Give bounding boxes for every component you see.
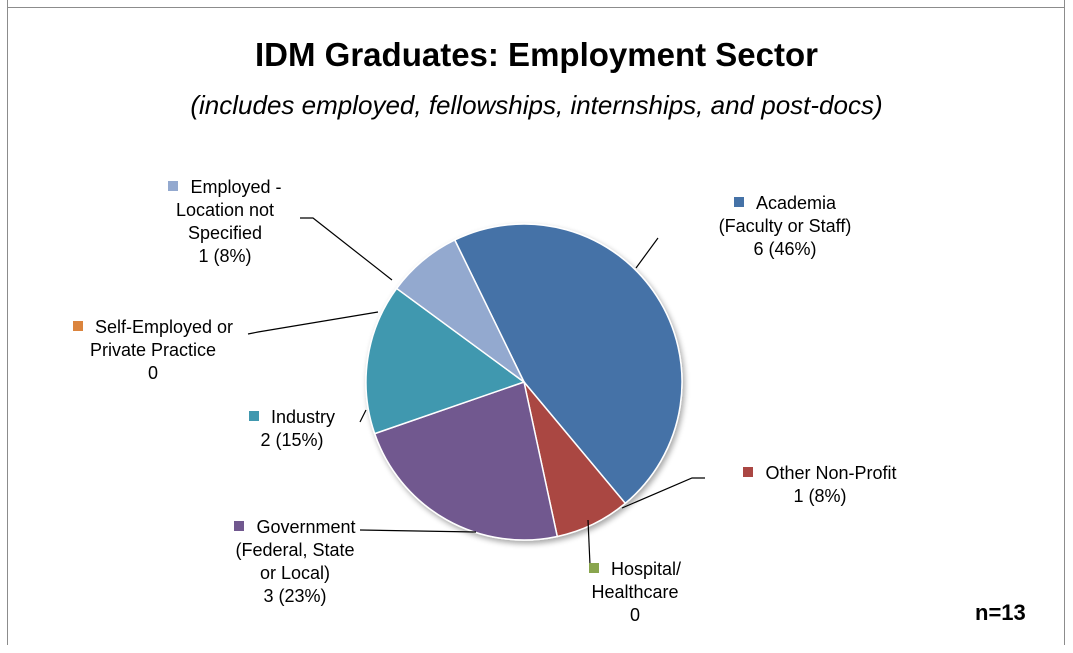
chart-frame-top: [7, 7, 1065, 8]
slice-label-line: Employed -: [130, 176, 320, 199]
slice-label-line: Other Non-Profit: [720, 462, 920, 485]
slice-label-line: (Faculty or Staff): [718, 216, 852, 236]
pie-slice-employed-unspecified: [395, 238, 525, 383]
leader-line-government: [359, 529, 477, 533]
pie-slice-government: [373, 381, 559, 541]
slice-label-line: 2 (15%): [260, 430, 324, 450]
slice-label-employed-unspecified: Employed - Location not Specified 1 (8%): [130, 176, 320, 268]
slice-label-line: Hospital/: [560, 558, 710, 581]
legend-swatch-other-nonprofit: [743, 467, 754, 477]
slice-label-line: Location not: [175, 200, 275, 220]
slice-label-self-employed: Self-Employed or Private Practice 0: [28, 316, 278, 385]
slice-label-line: 6 (46%): [753, 239, 817, 259]
slice-label-line: Healthcare: [591, 582, 679, 602]
leader-line-academia: [635, 237, 659, 269]
slice-label-line: 1 (8%): [793, 486, 847, 506]
pie-slice-industry: [365, 287, 526, 435]
slice-label-line: Specified: [187, 223, 263, 243]
slice-label-line: Self-Employed or: [28, 316, 278, 339]
leader-line-self-employed: [247, 311, 379, 335]
slice-label-academia: Academia (Faculty or Staff) 6 (46%): [690, 192, 880, 261]
slice-label-line: Private Practice: [89, 340, 217, 360]
legend-swatch-government: [234, 521, 245, 531]
slice-label-line: Government: [195, 516, 395, 539]
legend-swatch-hospital: [588, 563, 599, 573]
chart-frame: [7, 0, 1065, 645]
slice-label-line: (Federal, State: [235, 540, 355, 560]
slice-label-line: Academia: [690, 192, 880, 215]
leader-line-hospital: [587, 519, 591, 566]
slice-label-other-nonprofit: Other Non-Profit 1 (8%): [720, 462, 920, 508]
slice-label-line: 1 (8%): [198, 246, 252, 266]
slice-label-line: Industry: [222, 406, 362, 429]
leader-line-industry: [359, 409, 367, 423]
slice-label-hospital: Hospital/Healthcare 0: [560, 558, 710, 627]
legend-swatch-industry: [248, 411, 259, 421]
slice-label-line: or Local): [259, 563, 331, 583]
chart-title: IDM Graduates: Employment Sector: [255, 36, 818, 73]
slice-label-line: 0: [629, 605, 640, 625]
legend-swatch-employed-unspecified: [168, 181, 179, 191]
chart-subtitle: (includes employed, fellowships, interns…: [190, 90, 883, 120]
slice-label-government: Government (Federal, State or Local) 3 (23%…: [195, 516, 395, 608]
leader-line-other-nonprofit: [621, 477, 705, 509]
slice-label-industry: Industry 2 (15%): [222, 406, 362, 452]
leader-line-employed-unspecified: [300, 217, 393, 281]
pie-slice-academia: [453, 223, 683, 505]
slice-label-line: 0: [147, 363, 158, 383]
slice-label-line: 3 (23%): [263, 586, 327, 606]
sample-size-label: n=13: [975, 600, 1026, 625]
legend-swatch-academia: [733, 197, 744, 207]
legend-swatch-self-employed: [72, 321, 83, 331]
